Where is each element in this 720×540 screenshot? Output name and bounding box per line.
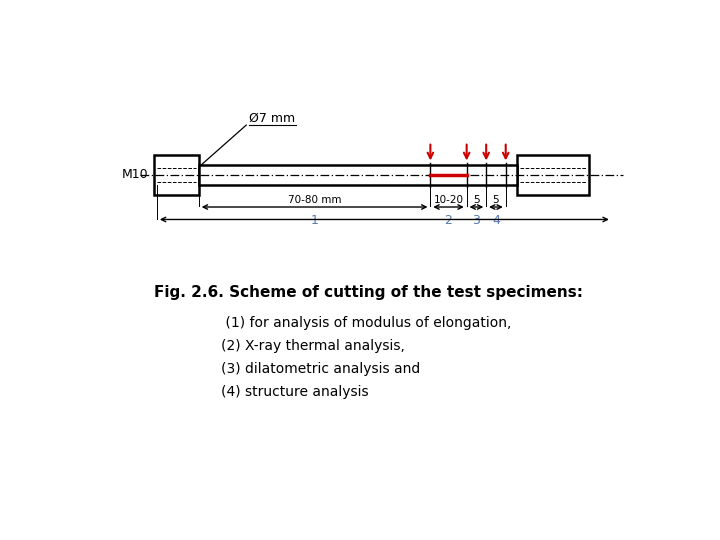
Text: 70-80 mm: 70-80 mm [288, 195, 341, 205]
Text: (3) dilatometric analysis and: (3) dilatometric analysis and [221, 362, 420, 376]
Text: 5: 5 [492, 195, 499, 205]
Text: (4) structure analysis: (4) structure analysis [221, 385, 369, 399]
Bar [199, 165, 517, 185]
Bar [517, 155, 590, 195]
Text: M10: M10 [122, 168, 148, 181]
Text: (2) X-ray thermal analysis,: (2) X-ray thermal analysis, [221, 339, 405, 353]
Text: 2: 2 [444, 214, 452, 227]
Bar [154, 155, 199, 195]
Text: 10-20: 10-20 [433, 195, 464, 205]
Text: 3: 3 [472, 214, 480, 227]
Text: 4: 4 [492, 214, 500, 227]
Text: 1: 1 [310, 214, 318, 227]
Text: (1) for analysis of modulus of elongation,: (1) for analysis of modulus of elongatio… [221, 316, 511, 330]
Text: Ø7 mm: Ø7 mm [249, 112, 295, 125]
Text: Fig. 2.6. Scheme of cutting of the test specimens:: Fig. 2.6. Scheme of cutting of the test … [155, 285, 583, 300]
Text: 5: 5 [473, 195, 480, 205]
